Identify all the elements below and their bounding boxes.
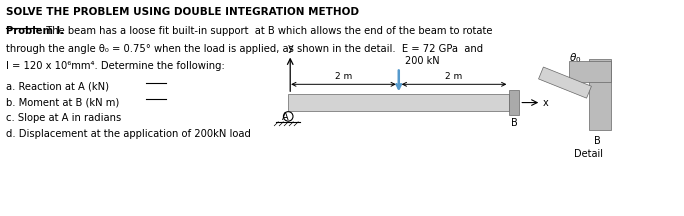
Text: The beam has a loose fit built-in support  at B which allows the end of the beam: The beam has a loose fit built-in suppor… xyxy=(40,26,492,36)
Text: A: A xyxy=(282,112,288,122)
Polygon shape xyxy=(538,67,592,98)
Text: $\theta_0$: $\theta_0$ xyxy=(569,51,581,65)
Text: a. Reaction at A (kN): a. Reaction at A (kN) xyxy=(6,81,109,91)
Text: SOLVE THE PROBLEM USING DOUBLE INTEGRATION METHOD: SOLVE THE PROBLEM USING DOUBLE INTEGRATI… xyxy=(6,7,359,17)
Text: 2 m: 2 m xyxy=(445,72,462,81)
Text: b. Moment at B (kN m): b. Moment at B (kN m) xyxy=(6,97,120,107)
Text: y: y xyxy=(287,43,293,53)
Bar xyxy=(589,59,611,130)
Text: B: B xyxy=(594,136,601,146)
Text: 2 m: 2 m xyxy=(335,72,352,81)
Bar xyxy=(510,90,519,115)
Text: x: x xyxy=(543,98,549,108)
Bar xyxy=(569,61,611,82)
Text: Problem I.: Problem I. xyxy=(6,26,64,36)
Text: 200 kN: 200 kN xyxy=(405,56,439,65)
Text: B: B xyxy=(511,118,518,128)
Text: through the angle θ₀ = 0.75° when the load is applied, as shown in the detail.  : through the angle θ₀ = 0.75° when the lo… xyxy=(6,44,484,54)
Text: d. Displacement at the application of 200kN load: d. Displacement at the application of 20… xyxy=(6,129,251,139)
Text: c. Slope at A in radians: c. Slope at A in radians xyxy=(6,113,122,123)
Text: Detail: Detail xyxy=(575,149,603,159)
Circle shape xyxy=(283,112,293,121)
Bar xyxy=(288,94,510,111)
Text: I = 120 x 10⁶mm⁴. Determine the following:: I = 120 x 10⁶mm⁴. Determine the followin… xyxy=(6,61,225,71)
